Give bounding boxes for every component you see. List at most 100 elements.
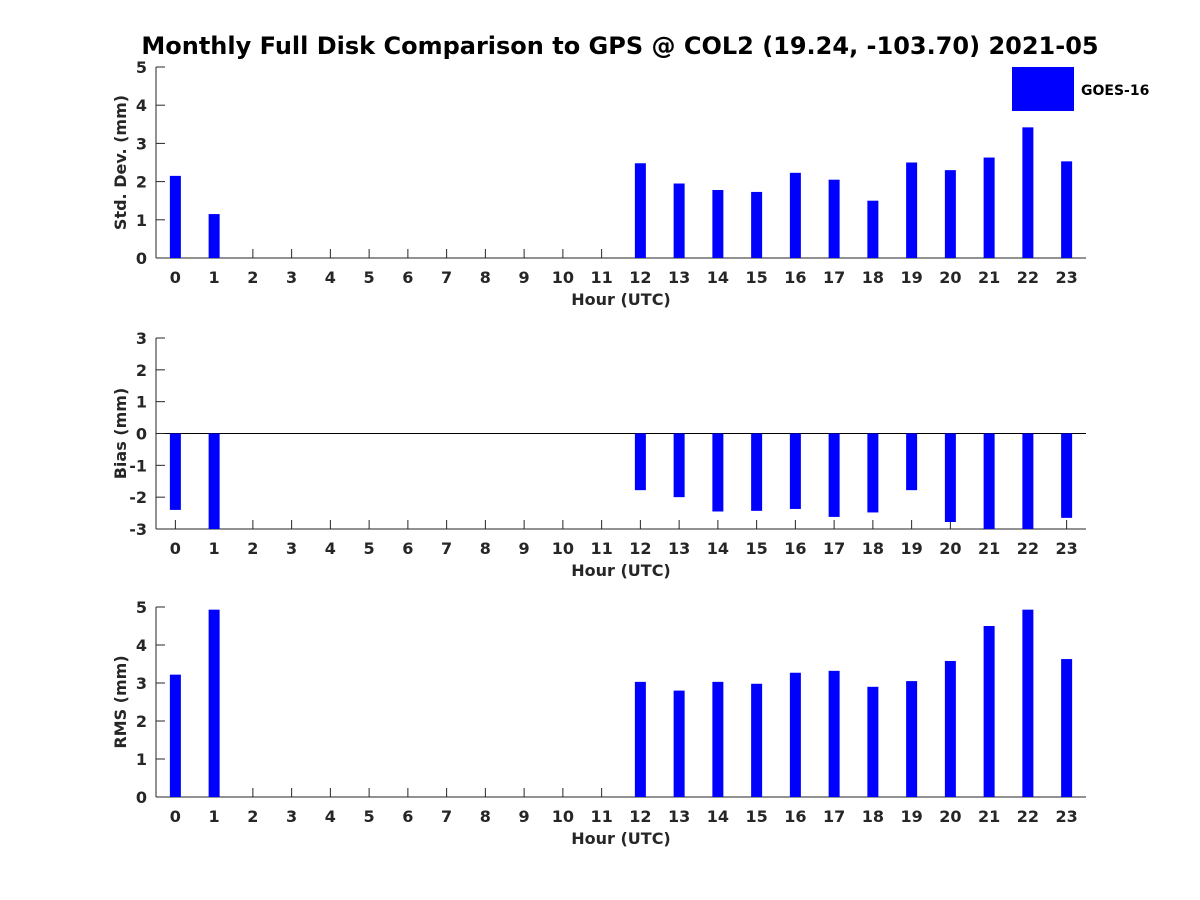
x-tick-label: 16: [784, 268, 806, 287]
x-tick-label: 0: [170, 268, 181, 287]
x-tick-label: 5: [364, 539, 375, 558]
bar-hour-13: [673, 433, 685, 498]
x-tick-label: 20: [939, 539, 961, 558]
legend-label: GOES-16: [1081, 83, 1149, 99]
x-axis-label: Hour (UTC): [571, 290, 671, 309]
x-tick-label: 21: [978, 539, 1000, 558]
bar-hour-18: [867, 433, 879, 513]
bar-hour-13: [673, 183, 685, 258]
x-tick-label: 10: [552, 539, 574, 558]
y-tick-label: 3: [136, 674, 147, 693]
x-tick-label: 2: [247, 539, 258, 558]
y-tick-label: 0: [136, 425, 147, 444]
x-tick-label: 22: [1017, 268, 1039, 287]
x-tick-label: 2: [247, 268, 258, 287]
bar-hour-21: [983, 157, 995, 258]
bar-hour-0: [169, 674, 181, 797]
bar-hour-18: [867, 200, 879, 258]
bar-hour-12: [634, 433, 646, 491]
y-tick-label: 2: [136, 173, 147, 192]
x-tick-label: 23: [1055, 807, 1077, 826]
bar-hour-1: [208, 609, 220, 797]
x-tick-label: 23: [1055, 268, 1077, 287]
y-tick-label: 3: [136, 134, 147, 153]
x-tick-label: 13: [668, 807, 690, 826]
x-tick-label: 3: [286, 807, 297, 826]
bar-hour-22: [1022, 433, 1034, 529]
x-tick-label: 5: [364, 807, 375, 826]
y-tick-label: 4: [136, 636, 147, 655]
bar-hour-16: [789, 172, 801, 258]
bar-hour-21: [983, 626, 995, 797]
y-tick-label: 1: [136, 750, 147, 769]
x-tick-label: 10: [552, 268, 574, 287]
bar-hour-16: [789, 433, 801, 509]
x-tick-label: 17: [823, 807, 845, 826]
x-tick-label: 10: [552, 807, 574, 826]
x-tick-label: 20: [939, 268, 961, 287]
x-tick-label: 13: [668, 268, 690, 287]
y-tick-label: 2: [136, 712, 147, 731]
y-tick-label: 1: [136, 393, 147, 412]
bar-hour-16: [789, 672, 801, 797]
x-tick-label: 16: [784, 539, 806, 558]
bar-hour-14: [712, 433, 724, 512]
legend: GOES-16: [1012, 67, 1149, 111]
bar-hour-12: [634, 681, 646, 797]
x-tick-label: 11: [590, 268, 612, 287]
x-axis-label: Hour (UTC): [571, 561, 671, 580]
bar-hour-23: [1061, 659, 1073, 797]
bar-hour-20: [944, 170, 956, 258]
legend-swatch: [1012, 67, 1074, 111]
x-tick-label: 15: [745, 539, 767, 558]
x-tick-label: 15: [745, 807, 767, 826]
y-tick-label: 3: [136, 329, 147, 348]
x-tick-label: 6: [402, 268, 413, 287]
y-tick-label: 1: [136, 211, 147, 230]
bar-hour-19: [906, 433, 918, 491]
bar-hour-22: [1022, 609, 1034, 797]
bar-hour-15: [751, 433, 763, 511]
y-tick-label: 0: [136, 249, 147, 268]
x-tick-label: 19: [900, 268, 922, 287]
x-tick-label: 18: [862, 268, 884, 287]
bar-hour-23: [1061, 433, 1073, 518]
bar-hour-0: [169, 433, 181, 510]
x-tick-label: 2: [247, 807, 258, 826]
y-tick-label: -3: [129, 520, 147, 539]
x-tick-label: 17: [823, 539, 845, 558]
y-tick-label: 4: [136, 96, 147, 115]
x-tick-label: 1: [209, 539, 220, 558]
x-tick-label: 22: [1017, 807, 1039, 826]
bar-hour-17: [828, 179, 840, 258]
x-tick-label: 1: [209, 807, 220, 826]
x-tick-label: 16: [784, 807, 806, 826]
x-tick-label: 23: [1055, 539, 1077, 558]
x-tick-label: 1: [209, 268, 220, 287]
bar-hour-1: [208, 433, 220, 529]
y-axis-label: RMS (mm): [111, 655, 130, 748]
bar-hour-20: [944, 433, 956, 522]
chart-title: Monthly Full Disk Comparison to GPS @ CO…: [141, 32, 1098, 60]
bar-hour-14: [712, 190, 724, 258]
x-tick-label: 21: [978, 268, 1000, 287]
x-tick-label: 0: [170, 539, 181, 558]
x-tick-label: 9: [519, 539, 530, 558]
x-tick-label: 11: [590, 539, 612, 558]
bar-hour-17: [828, 433, 840, 517]
x-tick-label: 21: [978, 807, 1000, 826]
x-tick-label: 12: [629, 268, 651, 287]
bar-hour-17: [828, 670, 840, 797]
bar-hour-22: [1022, 127, 1034, 258]
x-tick-label: 22: [1017, 539, 1039, 558]
x-tick-label: 3: [286, 268, 297, 287]
x-tick-label: 20: [939, 807, 961, 826]
x-tick-label: 8: [480, 268, 491, 287]
y-tick-label: 2: [136, 361, 147, 380]
x-tick-label: 14: [707, 807, 729, 826]
x-tick-label: 9: [519, 807, 530, 826]
bar-hour-15: [751, 191, 763, 258]
bar-hour-0: [169, 175, 181, 258]
